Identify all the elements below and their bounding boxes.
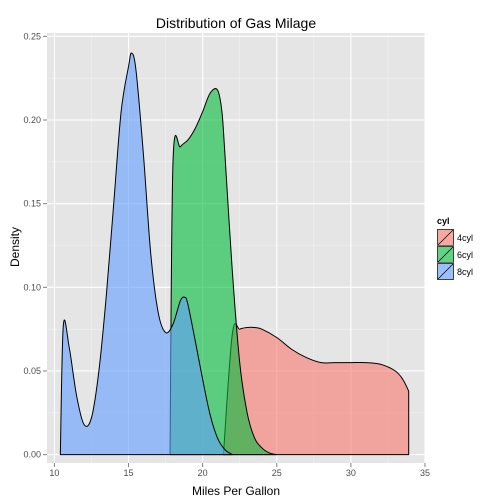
y-axis-ticks: 0.00 0.05 0.10 0.15 0.20 0.25 bbox=[23, 31, 47, 460]
x-tick-label: 30 bbox=[346, 468, 356, 478]
legend: cyl 4cyl 6cyl 8cyl bbox=[436, 216, 473, 281]
x-tick-label: 25 bbox=[272, 468, 282, 478]
legend-label-6cyl: 6cyl bbox=[457, 250, 473, 260]
legend-label-4cyl: 4cyl bbox=[457, 233, 473, 243]
y-tick-label: 0.00 bbox=[23, 450, 41, 460]
y-tick-label: 0.20 bbox=[23, 115, 41, 125]
y-tick-label: 0.25 bbox=[23, 31, 41, 41]
y-tick-label: 0.15 bbox=[23, 199, 41, 209]
legend-title: cyl bbox=[437, 216, 450, 226]
x-tick-label: 10 bbox=[49, 468, 59, 478]
legend-key-slash bbox=[437, 263, 454, 280]
y-tick-label: 0.05 bbox=[23, 366, 41, 376]
y-tick-label: 0.10 bbox=[23, 282, 41, 292]
legend-key-slash bbox=[437, 246, 454, 263]
x-axis-title: Miles Per Gallon bbox=[192, 484, 280, 498]
y-axis-title: Density bbox=[8, 227, 22, 267]
legend-label-8cyl: 8cyl bbox=[457, 267, 473, 277]
x-axis-ticks: 10 15 20 25 30 35 bbox=[49, 463, 430, 478]
x-tick-label: 35 bbox=[420, 468, 430, 478]
x-tick-label: 15 bbox=[124, 468, 134, 478]
density-area-8cyl bbox=[59, 52, 233, 456]
x-tick-label: 20 bbox=[198, 468, 208, 478]
density-area-4cyl bbox=[222, 323, 410, 456]
legend-key-slash bbox=[437, 229, 454, 246]
density-areas bbox=[59, 52, 410, 456]
chart-title: Distribution of Gas Milage bbox=[156, 15, 317, 31]
